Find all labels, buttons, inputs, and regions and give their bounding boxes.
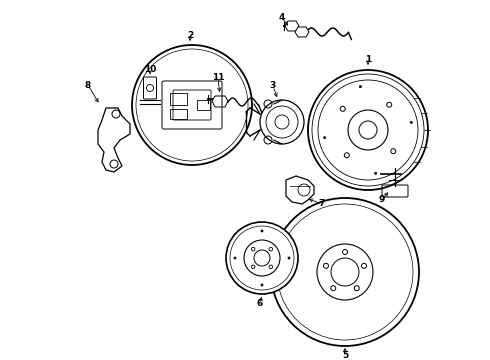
Circle shape	[226, 222, 298, 294]
Text: 8: 8	[85, 81, 91, 90]
Text: 6: 6	[257, 300, 263, 309]
Circle shape	[261, 284, 263, 286]
Text: 7: 7	[319, 199, 325, 208]
FancyBboxPatch shape	[382, 185, 408, 197]
Polygon shape	[295, 27, 309, 37]
Text: 9: 9	[379, 195, 385, 204]
Circle shape	[261, 230, 263, 232]
Text: 3: 3	[270, 81, 276, 90]
Circle shape	[288, 257, 290, 259]
FancyBboxPatch shape	[144, 77, 156, 99]
Text: 2: 2	[187, 31, 193, 40]
Polygon shape	[286, 176, 314, 204]
Polygon shape	[285, 21, 299, 31]
Circle shape	[324, 137, 326, 139]
Text: 5: 5	[342, 351, 348, 360]
Circle shape	[234, 257, 236, 259]
Text: 11: 11	[212, 73, 224, 82]
Text: 4: 4	[279, 13, 285, 22]
Circle shape	[359, 86, 361, 88]
Text: 1: 1	[365, 55, 371, 64]
Circle shape	[375, 172, 377, 174]
Text: 10: 10	[144, 66, 156, 75]
Circle shape	[410, 121, 412, 123]
